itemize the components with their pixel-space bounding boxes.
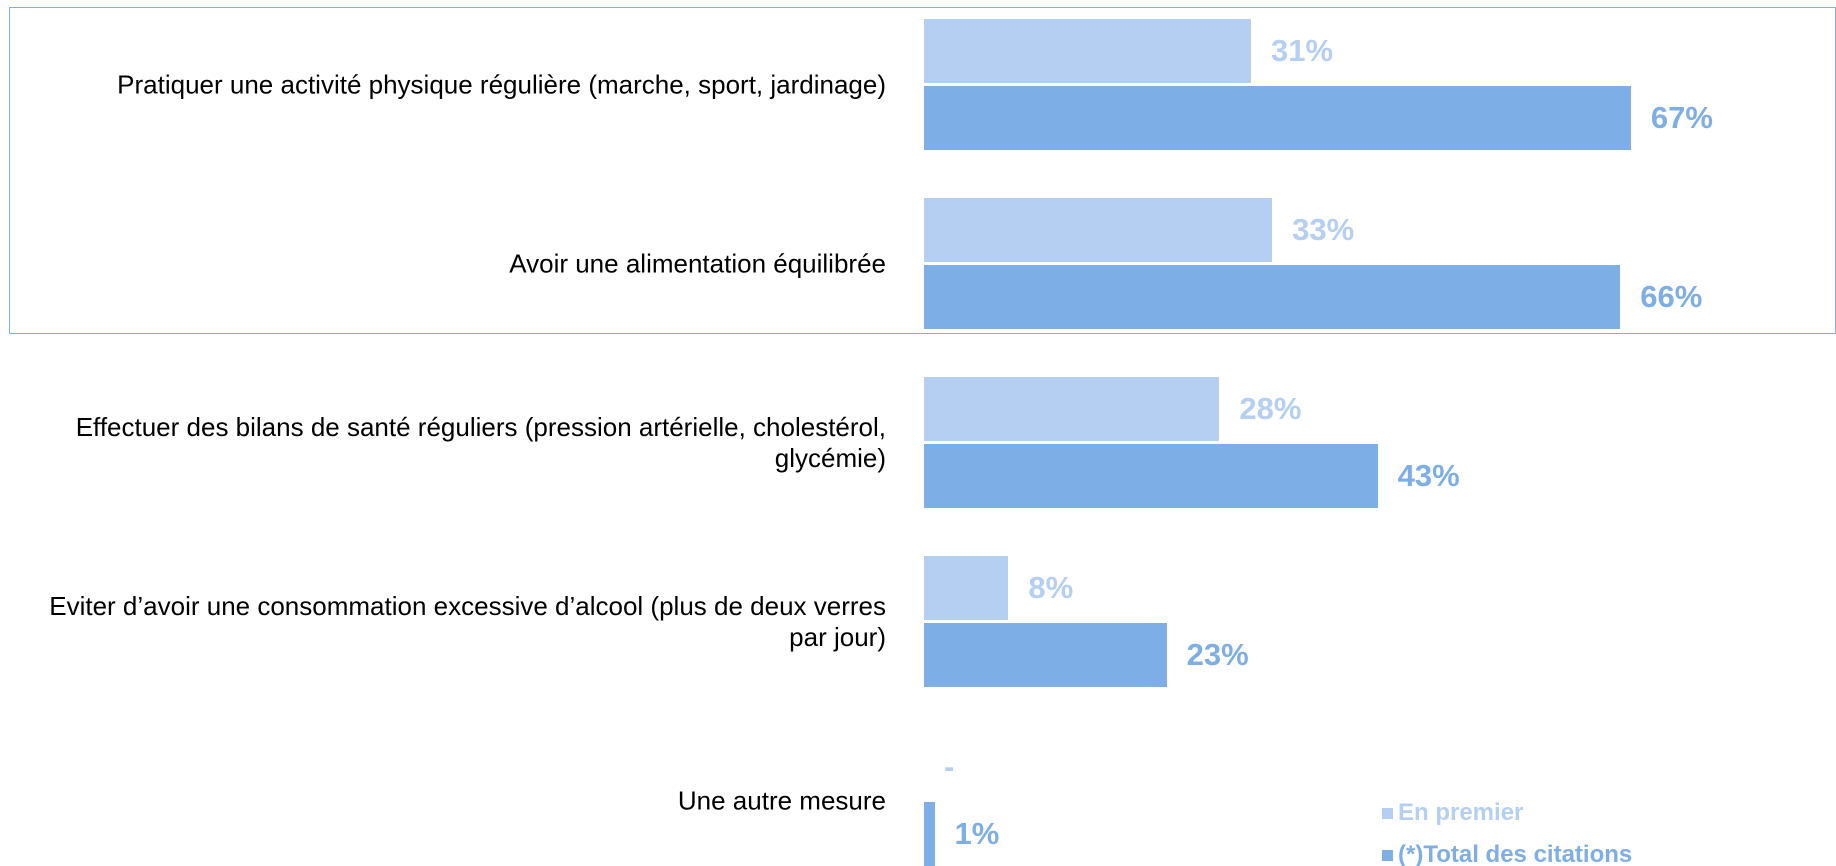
category-label: Eviter d’avoir une consommation excessiv… [49,590,886,652]
legend-swatch [1382,808,1393,820]
bar [924,444,1378,508]
bar [924,19,1252,83]
legend-swatch [1382,850,1393,862]
category-label: Avoir une alimentation équilibrée [509,248,886,278]
value-label: 66% [1640,279,1703,314]
bar [924,377,1220,441]
category-label: Une autre mesure [677,785,886,815]
value-label: 8% [1028,570,1074,605]
value-label: 31% [1271,33,1334,68]
bar [924,86,1631,150]
value-label: 28% [1239,391,1302,426]
bar [924,556,1009,620]
bar [924,198,1273,262]
category-label: Pratiquer une activité physique régulièr… [117,69,886,99]
legend-entry: (*)Total des citations [1382,841,1632,866]
bar [924,623,1167,687]
value-label: 23% [1186,637,1249,672]
value-label: 43% [1397,458,1460,493]
legend-label: (*)Total des citations [1398,841,1633,866]
value-label: - [944,749,955,784]
value-label: 67% [1650,100,1713,135]
category-label: Effectuer des bilans de santé réguliers … [75,411,886,473]
bar [924,265,1621,329]
value-label: 1% [954,816,1000,851]
legend-label: En premier [1398,799,1524,826]
legend-entry: En premier [1382,799,1523,827]
bar [924,802,935,866]
value-label: 33% [1292,212,1355,247]
